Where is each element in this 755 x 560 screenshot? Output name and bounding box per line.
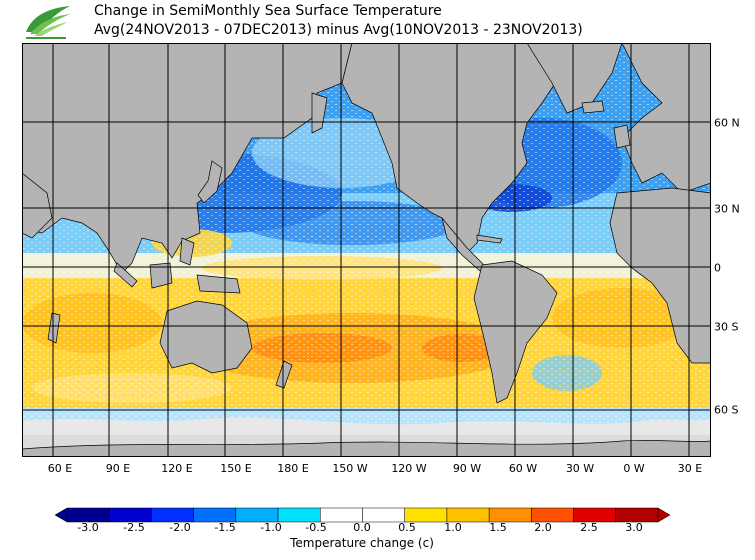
chart-title: Change in SemiMonthly Sea Surface Temper… — [94, 3, 442, 19]
land-africa — [609, 187, 711, 364]
colorbar-tick-label: -1.0 — [260, 521, 282, 534]
colorbar-tick-label: 1.5 — [489, 521, 507, 534]
colorbar-tick-label: -0.5 — [305, 521, 327, 534]
colorbar-cell — [615, 507, 659, 523]
colorbar-left-arrow — [55, 507, 68, 523]
land-cuba — [476, 234, 503, 244]
colorbar-cell — [404, 507, 448, 523]
land-sumatra — [113, 262, 138, 288]
colorbar-tick-label: 0.0 — [353, 521, 371, 534]
colorbar-tick-label: 3.0 — [625, 521, 643, 534]
lat-label: 0 — [714, 261, 721, 275]
lon-label: 120 W — [391, 462, 427, 475]
colorbar-right-arrow — [657, 507, 670, 523]
colorbar-cell — [108, 507, 152, 523]
lon-label: 30 W — [565, 462, 595, 475]
colorbar-cell — [151, 507, 194, 523]
lat-label: 60 S — [714, 403, 739, 417]
colorbar-tick-label: 2.5 — [580, 521, 598, 534]
colorbar — [55, 507, 670, 523]
colorbar-cell — [320, 507, 363, 523]
land-borneo — [149, 262, 173, 289]
colorbar-tick-label: 0.5 — [398, 521, 416, 534]
colorbar-cell — [573, 507, 617, 523]
land-philippines — [179, 237, 195, 266]
colorbar-cell — [66, 507, 110, 523]
lon-label: 60 E — [47, 462, 73, 475]
land-british-isles — [613, 124, 631, 149]
lon-label: 120 E — [161, 462, 193, 475]
colorbar-cell — [446, 507, 490, 523]
lon-label: 90 W — [452, 462, 482, 475]
colorbar-cell — [193, 507, 237, 523]
lon-label: 90 E — [105, 462, 131, 475]
colorbar-tick-label: 2.0 — [534, 521, 552, 534]
land-kamchatka — [311, 92, 328, 134]
lon-label: 0 W — [623, 462, 645, 475]
land-japan — [197, 160, 223, 204]
lat-label: 60 N — [714, 116, 740, 130]
lon-label: 180 E — [277, 462, 309, 475]
colorbar-tick-label: -2.0 — [169, 521, 191, 534]
colorbar-cell — [531, 507, 574, 523]
lon-label: 30 E — [677, 462, 703, 475]
lat-label: 30 N — [714, 202, 740, 216]
chart-subtitle: Avg(24NOV2013 - 07DEC2013) minus Avg(10N… — [94, 22, 583, 38]
colorbar-tick-label: -1.5 — [214, 521, 236, 534]
colorbar-tick-label: -3.0 — [77, 521, 99, 534]
land-new-zealand — [275, 360, 293, 389]
lon-label: 60 W — [508, 462, 538, 475]
leaf-logo-icon — [26, 6, 70, 39]
colorbar-tick-label: 1.0 — [444, 521, 462, 534]
colorbar-cell — [362, 507, 405, 523]
colorbar-cell — [235, 507, 279, 523]
colorbar-unit-label: Temperature change (c) — [290, 536, 434, 550]
land-antarctica — [22, 440, 711, 457]
land-new-guinea — [196, 274, 241, 294]
lon-label: 150 W — [332, 462, 368, 475]
colorbar-cell — [488, 507, 532, 523]
lon-label: 150 E — [220, 462, 252, 475]
land-iceland — [581, 100, 605, 114]
colorbar-cell — [277, 507, 321, 523]
lat-label: 30 S — [714, 320, 739, 334]
land-arabia — [22, 172, 53, 239]
sst-anomaly-map — [22, 43, 711, 457]
land-madagascar — [47, 312, 61, 344]
colorbar-tick-label: -2.5 — [123, 521, 145, 534]
